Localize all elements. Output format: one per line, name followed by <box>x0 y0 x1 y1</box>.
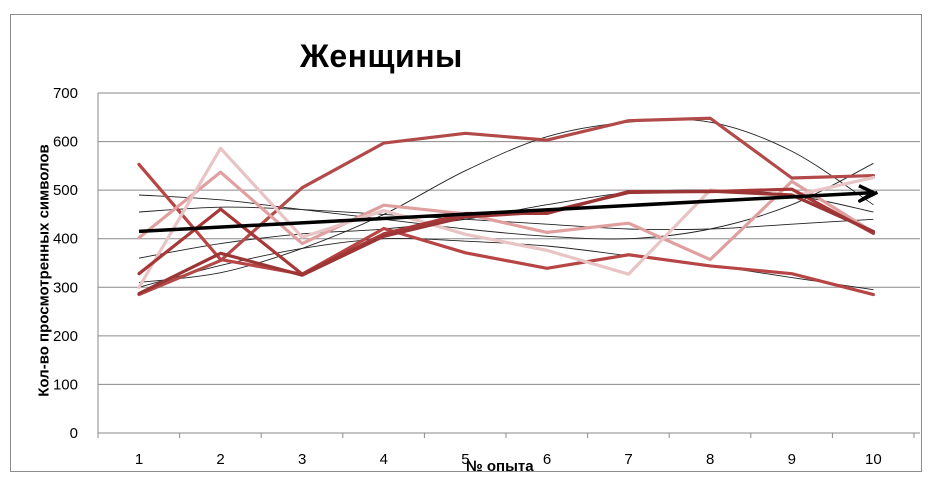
x-tick-label: 10 <box>865 451 882 468</box>
x-tick-label: 6 <box>543 451 551 468</box>
trendline <box>138 118 874 283</box>
chart-title: Женщины <box>300 38 463 74</box>
y-tick-label: 100 <box>53 376 78 393</box>
trend-arrow-head <box>858 184 879 203</box>
series-line <box>137 189 876 296</box>
series-line <box>137 162 876 297</box>
trendline <box>138 163 874 240</box>
y-tick-label: 400 <box>53 231 78 248</box>
x-tick-label: 2 <box>216 451 224 468</box>
series-line <box>137 146 876 289</box>
x-tick-label: 3 <box>298 451 306 468</box>
y-tick-label: 700 <box>53 85 78 102</box>
y-tick-label: 300 <box>53 279 78 296</box>
trend-arrow-shaft <box>138 190 874 234</box>
x-tick-label: 9 <box>788 451 796 468</box>
y-tick-label: 0 <box>70 425 78 442</box>
x-axis-label: № опыта <box>466 458 534 475</box>
chart-frame <box>10 14 922 472</box>
x-tick-label: 5 <box>461 451 469 468</box>
x-tick-label: 8 <box>706 451 714 468</box>
series-line <box>137 170 876 262</box>
y-tick-label: 600 <box>53 134 78 151</box>
x-tick-label: 7 <box>624 451 632 468</box>
y-tick-label: 200 <box>53 328 78 345</box>
x-tick-label: 4 <box>380 451 388 468</box>
y-tick-label: 500 <box>53 182 78 199</box>
x-tick-label: 1 <box>135 451 143 468</box>
series-line <box>137 116 876 297</box>
